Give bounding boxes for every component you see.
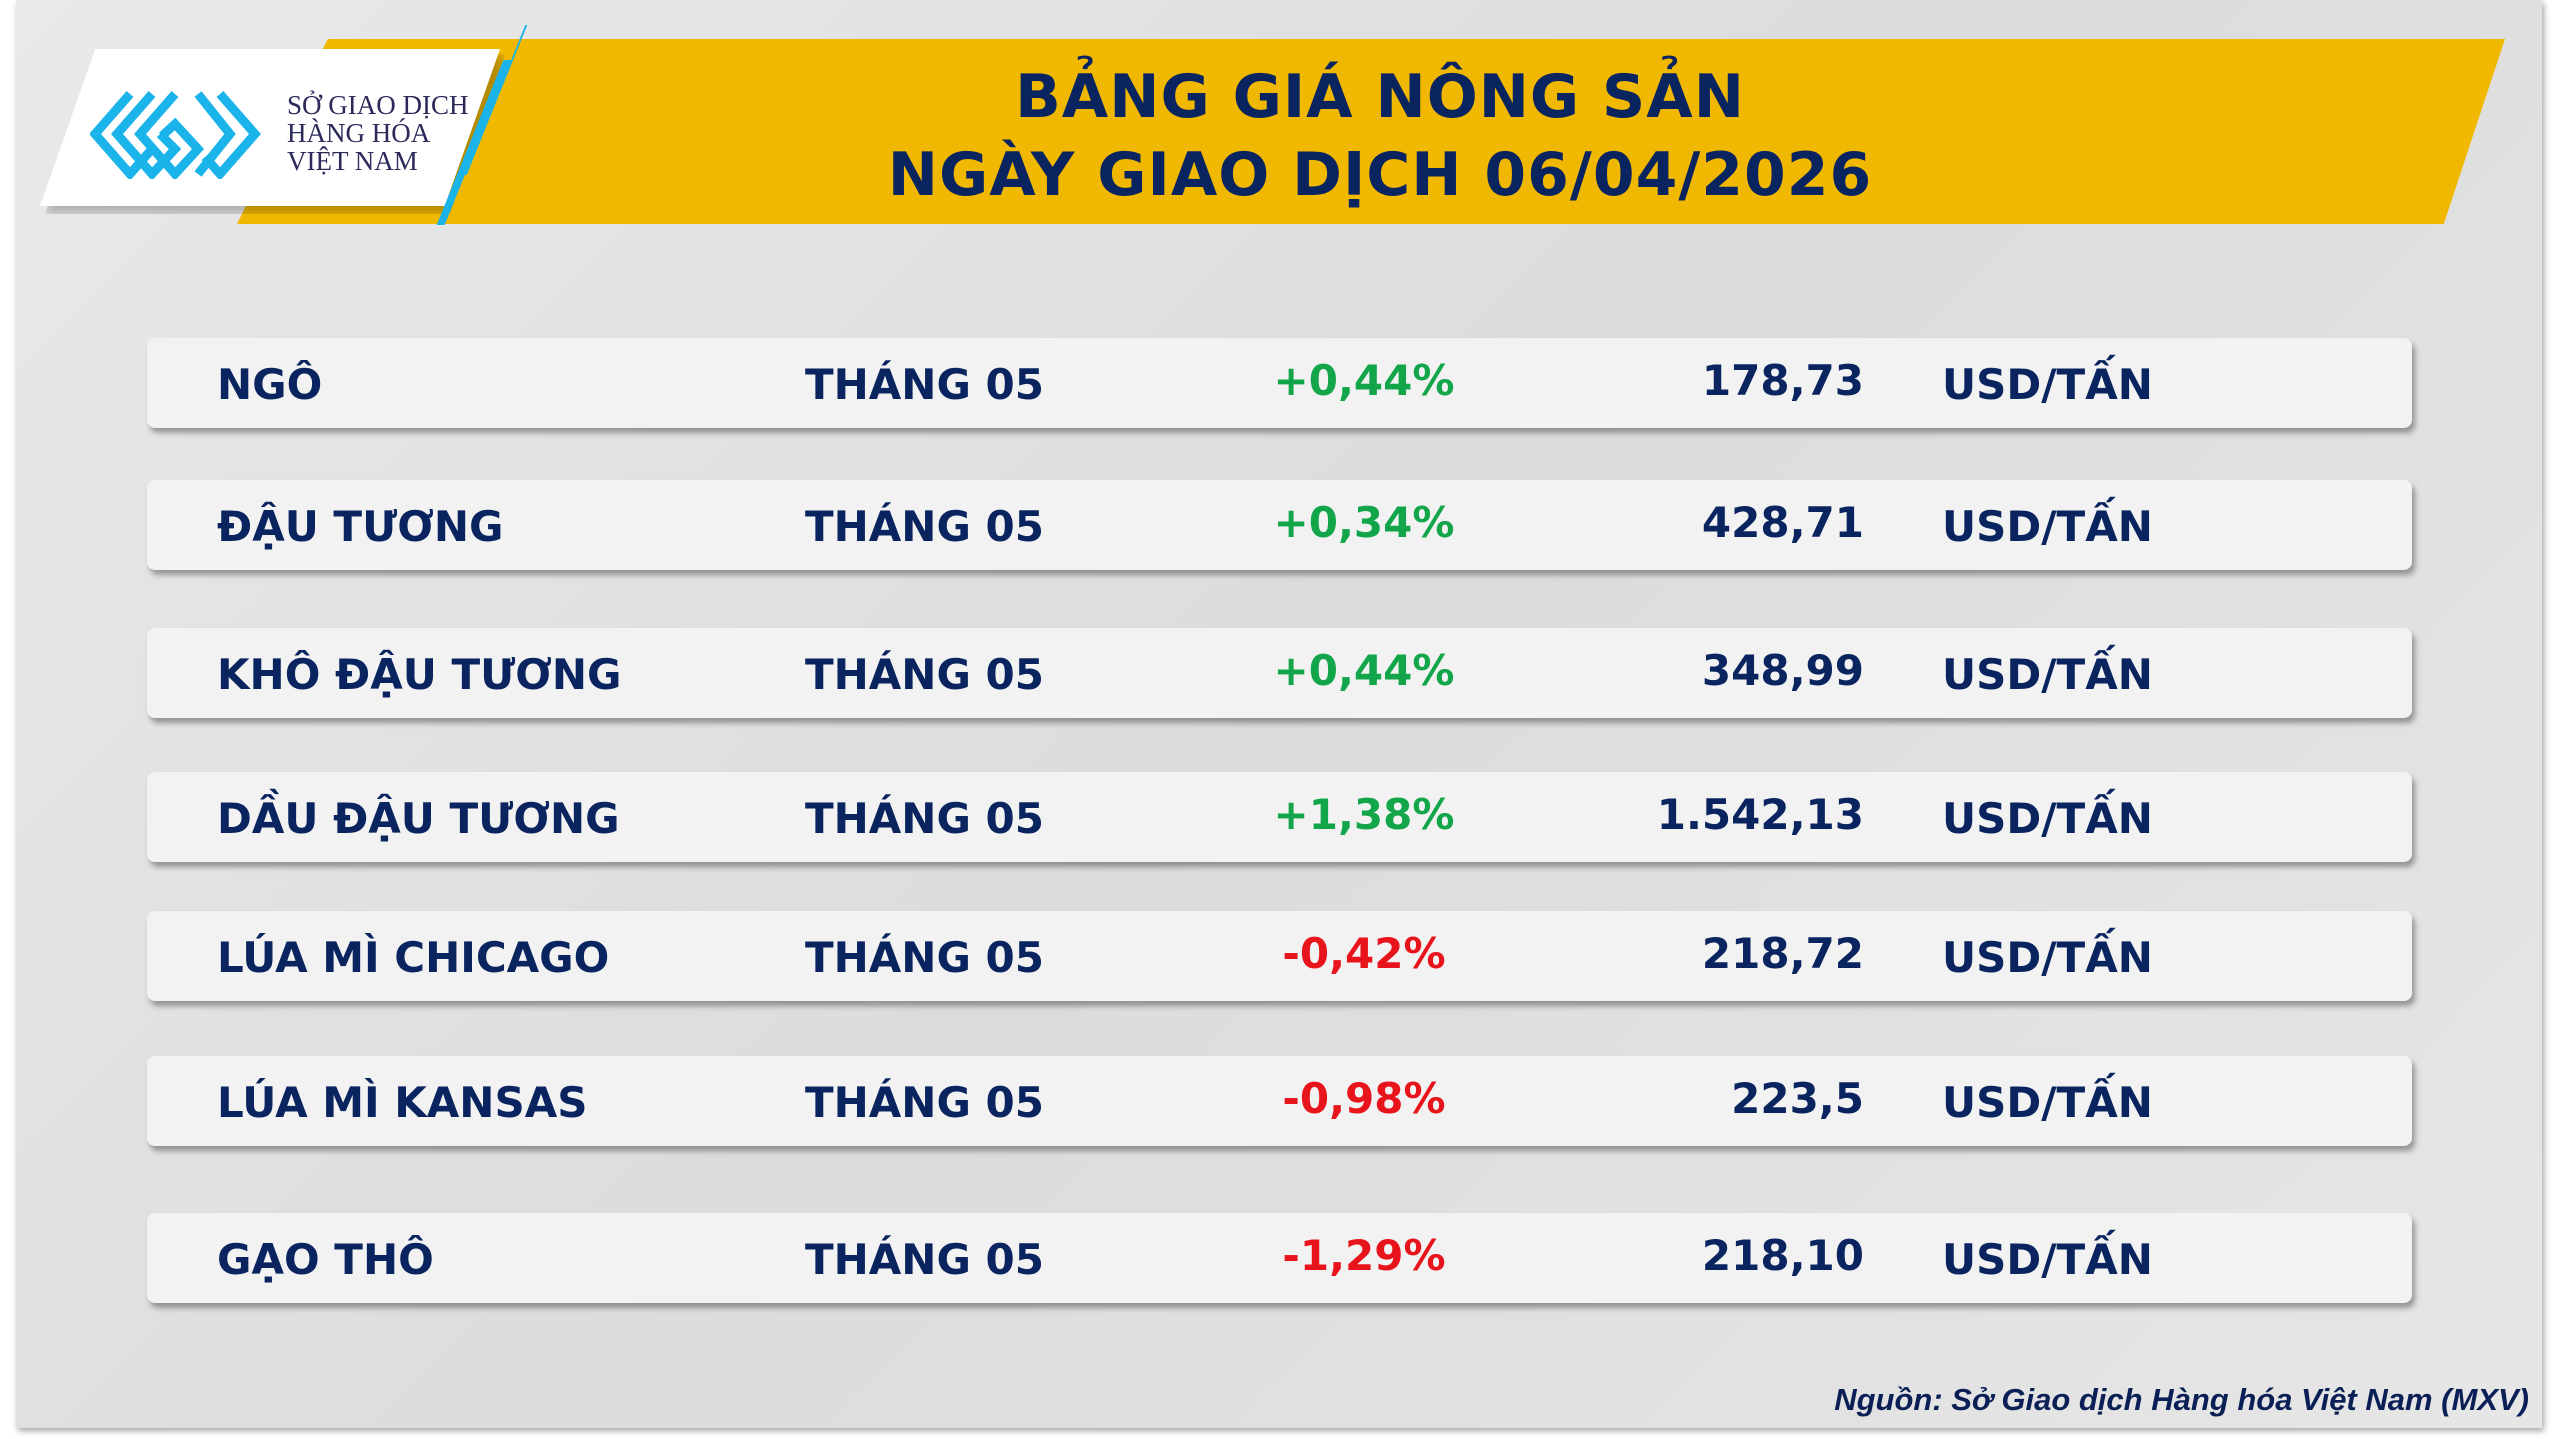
change-percent: +0,44% — [1273, 356, 1455, 405]
commodity-name: KHÔ ĐẬU TƯƠNG — [217, 650, 622, 699]
price-unit: USD/TẤN — [1942, 1235, 2153, 1284]
price-value: 1.542,13 — [1656, 790, 1864, 839]
price-row: ĐẬU TƯƠNG THÁNG 05 +0,34% 428,71 USD/TẤN — [147, 480, 2412, 570]
price-unit: USD/TẤN — [1942, 1078, 2153, 1127]
change-percent: +0,34% — [1273, 498, 1455, 547]
page-subtitle-date: NGÀY GIAO DỊCH 06/04/2026 — [887, 140, 1873, 210]
logo-line: HÀNG HÓA — [287, 118, 431, 148]
price-row: DẦU ĐẬU TƯƠNG THÁNG 05 +1,38% 1.542,13 U… — [147, 772, 2412, 862]
price-row: LÚA MÌ CHICAGO THÁNG 05 -0,42% 218,72 US… — [147, 911, 2412, 1001]
commodity-name: LÚA MÌ CHICAGO — [217, 933, 610, 982]
contract-month: THÁNG 05 — [805, 933, 1044, 982]
logo-text: SỞ GIAO DỊCH HÀNG HÓA VIỆT NAM — [287, 91, 469, 175]
contract-month: THÁNG 05 — [805, 502, 1044, 551]
change-percent: -1,29% — [1282, 1231, 1446, 1280]
price-unit: USD/TẤN — [1942, 502, 2153, 551]
change-percent: -0,42% — [1282, 929, 1446, 978]
contract-month: THÁNG 05 — [805, 1078, 1044, 1127]
mxv-logo: SỞ GIAO DỊCH HÀNG HÓA VIỆT NAM — [40, 49, 500, 206]
commodity-name: NGÔ — [217, 360, 323, 409]
commodity-name: DẦU ĐẬU TƯƠNG — [217, 794, 620, 843]
change-percent: -0,98% — [1282, 1074, 1446, 1123]
price-value: 178,73 — [1701, 356, 1864, 405]
price-row: LÚA MÌ KANSAS THÁNG 05 -0,98% 223,5 USD/… — [147, 1056, 2412, 1146]
mxv-maze-icon — [90, 91, 261, 179]
price-value: 223,5 — [1731, 1074, 1864, 1123]
price-unit: USD/TẤN — [1942, 794, 2153, 843]
price-unit: USD/TẤN — [1942, 650, 2153, 699]
commodity-name: GẠO THÔ — [217, 1235, 434, 1284]
price-row: KHÔ ĐẬU TƯƠNG THÁNG 05 +0,44% 348,99 USD… — [147, 628, 2412, 718]
price-row: NGÔ THÁNG 05 +0,44% 178,73 USD/TẤN — [147, 338, 2412, 428]
price-value: 348,99 — [1701, 646, 1864, 695]
change-percent: +1,38% — [1273, 790, 1455, 839]
logo-line: VIỆT NAM — [287, 146, 418, 176]
logo-line: SỞ GIAO DỊCH — [287, 90, 469, 120]
contract-month: THÁNG 05 — [805, 650, 1044, 699]
price-value: 218,72 — [1701, 929, 1864, 978]
commodity-name: ĐẬU TƯƠNG — [217, 502, 504, 551]
price-value: 428,71 — [1701, 498, 1864, 547]
price-row: GẠO THÔ THÁNG 05 -1,29% 218,10 USD/TẤN — [147, 1213, 2412, 1303]
contract-month: THÁNG 05 — [805, 1235, 1044, 1284]
page-title: BẢNG GIÁ NÔNG SẢN — [1015, 62, 1745, 132]
price-unit: USD/TẤN — [1942, 933, 2153, 982]
header-banner — [237, 39, 2505, 224]
price-unit: USD/TẤN — [1942, 360, 2153, 409]
source-note: Nguồn: Sở Giao dịch Hàng hóa Việt Nam (M… — [1834, 1382, 2529, 1417]
commodity-name: LÚA MÌ KANSAS — [217, 1078, 588, 1127]
contract-month: THÁNG 05 — [805, 794, 1044, 843]
contract-month: THÁNG 05 — [805, 360, 1044, 409]
change-percent: +0,44% — [1273, 646, 1455, 695]
price-value: 218,10 — [1701, 1231, 1864, 1280]
